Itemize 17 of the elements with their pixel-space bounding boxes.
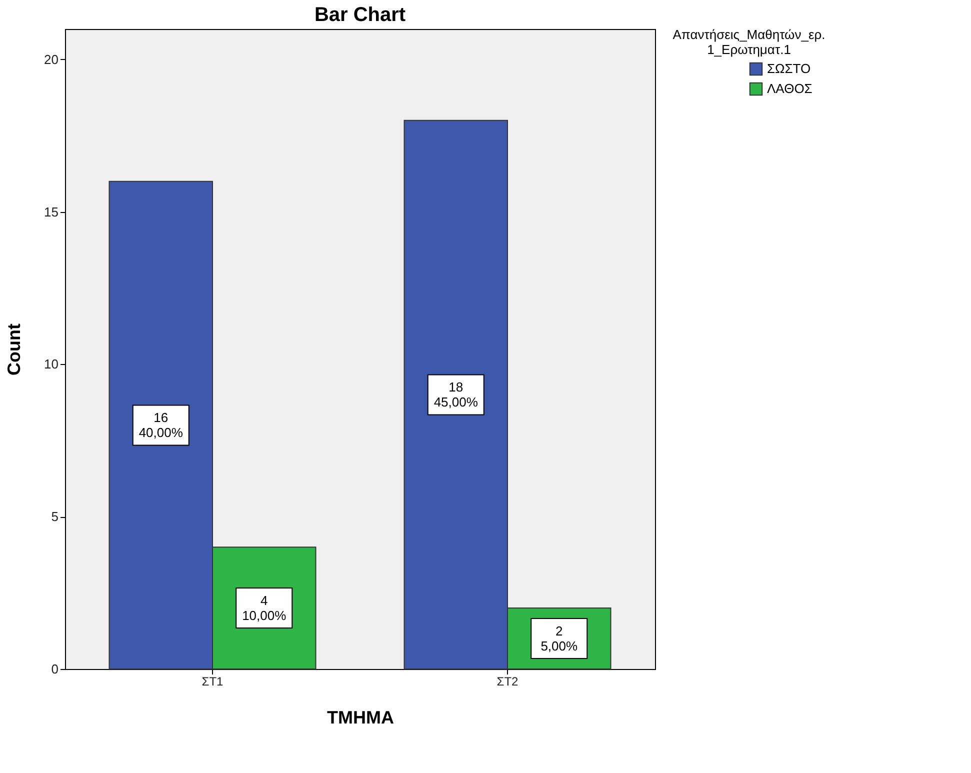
y-tick-label: 0 — [51, 662, 58, 676]
data-label: 18 45,00% — [434, 380, 478, 410]
legend-title: Απαντήσεις_Μαθητών_ερ. 1_Ερωτηματ.1 — [672, 27, 826, 57]
y-tick-label: 5 — [51, 509, 58, 524]
legend-label: ΣΩΣΤΟ — [767, 61, 811, 76]
y-tick-label: 20 — [44, 52, 58, 67]
legend-label: ΛΑΘΟΣ — [767, 81, 812, 96]
data-label: 2 5,00% — [540, 624, 578, 654]
x-axis-title: ΤΜΗΜΑ — [327, 708, 394, 728]
y-tick-label: 15 — [44, 204, 58, 220]
y-axis-title: Count — [4, 324, 24, 376]
x-tick-label: ΣΤ1 — [202, 674, 224, 688]
x-tick-label: ΣΤ2 — [496, 674, 519, 688]
chart-title: Bar Chart — [314, 4, 406, 26]
data-label: 16 40,00% — [138, 410, 184, 440]
data-label: 4 10,00% — [242, 593, 287, 624]
y-tick-label: 10 — [44, 356, 58, 372]
